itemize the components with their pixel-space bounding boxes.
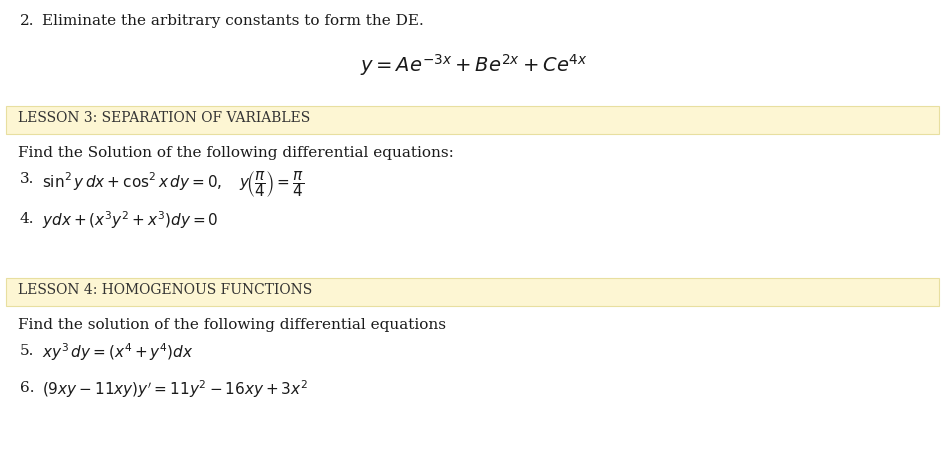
Bar — [6, 278, 939, 306]
Text: $\sin^2 y\,dx + \cos^2 x\,dy = 0, \quad y\!\left(\dfrac{\pi}{4}\right) = \dfrac{: $\sin^2 y\,dx + \cos^2 x\,dy = 0, \quad … — [42, 169, 304, 199]
Text: 5.: 5. — [20, 344, 34, 358]
Text: Eliminate the arbitrary constants to form the DE.: Eliminate the arbitrary constants to for… — [42, 14, 423, 28]
Text: Find the solution of the following differential equations: Find the solution of the following diffe… — [18, 318, 446, 332]
Text: 2.: 2. — [20, 14, 34, 28]
Bar — [6, 106, 939, 134]
Text: LESSON 4: HOMOGENOUS FUNCTIONS: LESSON 4: HOMOGENOUS FUNCTIONS — [18, 283, 313, 297]
Text: 4.: 4. — [20, 212, 34, 226]
Text: 3.: 3. — [20, 172, 34, 186]
Text: LESSON 3: SEPARATION OF VARIABLES: LESSON 3: SEPARATION OF VARIABLES — [18, 111, 311, 125]
Text: $(9xy - 11xy)y' = 11y^2 - 16xy + 3x^2$: $(9xy - 11xy)y' = 11y^2 - 16xy + 3x^2$ — [42, 378, 308, 400]
Text: 6.: 6. — [20, 381, 34, 395]
Text: Find the Solution of the following differential equations:: Find the Solution of the following diffe… — [18, 146, 454, 160]
Text: $ydx + (x^3y^2 + x^3)dy = 0$: $ydx + (x^3y^2 + x^3)dy = 0$ — [42, 209, 219, 231]
Text: $xy^3\,dy = (x^4 + y^4)dx$: $xy^3\,dy = (x^4 + y^4)dx$ — [42, 341, 194, 363]
Text: $y = Ae^{-3x} + Be^{2x} + Ce^{4x}$: $y = Ae^{-3x} + Be^{2x} + Ce^{4x}$ — [360, 52, 587, 78]
